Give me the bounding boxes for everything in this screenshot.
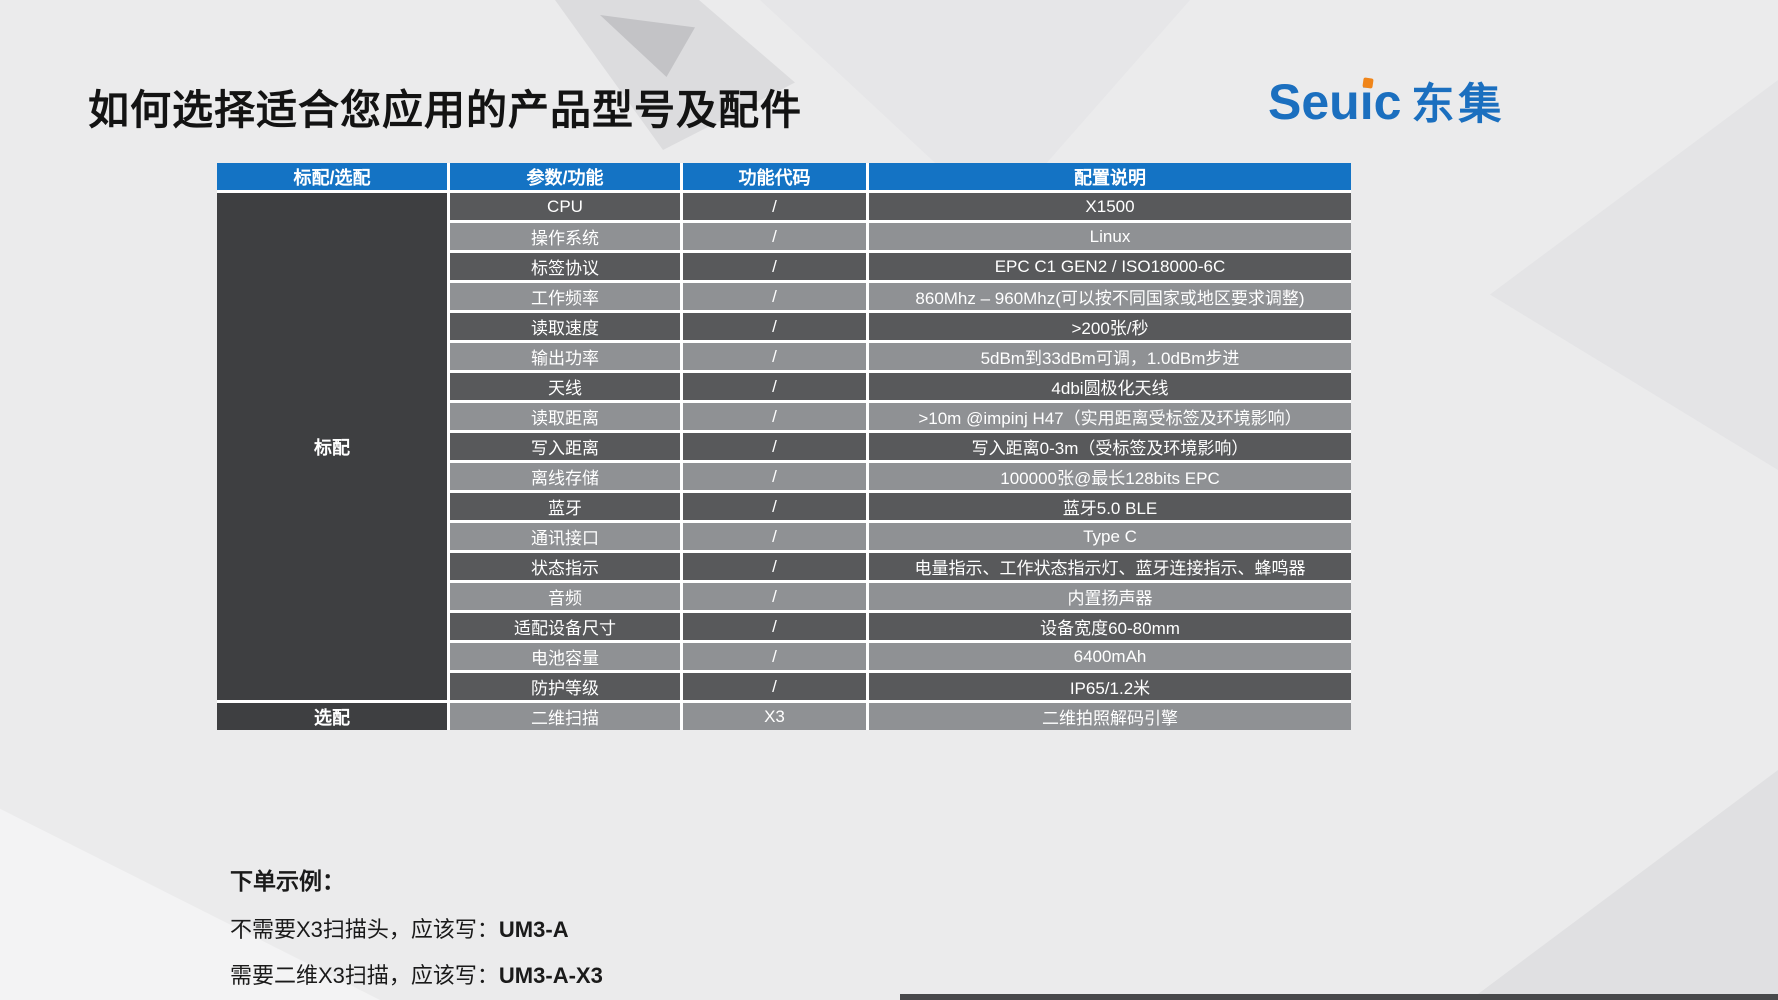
table-cell-param: 二维扫描: [450, 703, 680, 730]
note-prefix: 需要二维X3扫描，应该写：: [230, 963, 499, 988]
table-cell-code: /: [683, 463, 866, 490]
table-cell-param: 操作系统: [450, 223, 680, 250]
brand-logo-text: Seuic: [1268, 73, 1401, 131]
table-cell-code: X3: [683, 703, 866, 730]
table-cell-code: /: [683, 583, 866, 610]
table-cell-desc: 860Mhz – 960Mhz(可以按不同国家或地区要求调整): [869, 283, 1351, 310]
table-cell-code: /: [683, 433, 866, 460]
table-cell-param: 音频: [450, 583, 680, 610]
table-cell-desc: EPC C1 GEN2 / ISO18000-6C: [869, 253, 1351, 280]
table-cell-desc: Type C: [869, 523, 1351, 550]
background-shape: [1490, 80, 1778, 470]
table-cell-code: /: [683, 313, 866, 340]
note-model: UM3-A: [498, 917, 569, 942]
table-cell-desc: 4dbi圆极化天线: [869, 373, 1351, 400]
brand-logo-cn: 东集: [1411, 81, 1506, 129]
order-notes-heading: 下单示例：: [230, 868, 345, 894]
note-prefix: 不需要X3扫描头，应该写：: [230, 917, 499, 942]
table-cell-param: 电池容量: [450, 643, 680, 670]
table-cell-desc: >10m @impinj H47（实用距离受标签及环境影响）: [869, 403, 1351, 430]
table-cell-code: /: [683, 223, 866, 250]
table-cell-code: /: [683, 343, 866, 370]
table-cell-desc: 内置扬声器: [869, 583, 1351, 610]
table-cell-code: /: [683, 373, 866, 400]
table-cell-param: 通讯接口: [450, 523, 680, 550]
table-cell-param: 适配设备尺寸: [450, 613, 680, 640]
table-cell-param: 读取距离: [450, 403, 680, 430]
background-shape: [1470, 770, 1778, 1000]
table-cell-param: 标签协议: [450, 253, 680, 280]
table-cell-param: 蓝牙: [450, 493, 680, 520]
table-cell-code: /: [683, 403, 866, 430]
table-cell-desc: 100000张@最长128bits EPC: [869, 463, 1351, 490]
table-cell-desc: X1500: [869, 193, 1351, 220]
table-cell-param: 天线: [450, 373, 680, 400]
group-cell-standard: 标配: [217, 193, 447, 700]
footer-bar: [900, 994, 1778, 1000]
column-header-parameter: 参数/功能: [450, 163, 680, 190]
column-header-function-code: 功能代码: [683, 163, 866, 190]
brand-logo: Seuic 东集: [1268, 70, 1505, 132]
table-cell-code: /: [683, 613, 866, 640]
table-cell-code: /: [683, 553, 866, 580]
logo-dot-accent-icon: [1362, 77, 1374, 89]
table-cell-param: 离线存储: [450, 463, 680, 490]
table-cell-desc: 二维拍照解码引擎: [869, 703, 1351, 730]
table-cell-code: /: [683, 283, 866, 310]
note-model: UM3-A-X3: [498, 963, 603, 988]
order-notes: 下单示例： 不需要X3扫描头，应该写：UM3-A 需要二维X3扫描，应该写：UM…: [230, 862, 603, 1000]
table-cell-param: 状态指示: [450, 553, 680, 580]
table-cell-desc: Linux: [869, 223, 1351, 250]
table-cell-desc: 5dBm到33dBm可调，1.0dBm步进: [869, 343, 1351, 370]
table-cell-param: 读取速度: [450, 313, 680, 340]
table-cell-param: 工作频率: [450, 283, 680, 310]
table-cell-desc: 蓝牙5.0 BLE: [869, 493, 1351, 520]
table-cell-desc: >200张/秒: [869, 313, 1351, 340]
spec-table: 标配/选配 参数/功能 功能代码 配置说明 标配 选配 CPU / X1500 操作系…: [217, 163, 1351, 730]
table-cell-desc: 6400mAh: [869, 643, 1351, 670]
table-cell-code: /: [683, 673, 866, 700]
table-cell-code: /: [683, 523, 866, 550]
table-cell-code: /: [683, 253, 866, 280]
column-header-standard-optional: 标配/选配: [217, 163, 447, 190]
page-title: 如何选择适合您应用的产品型号及配件: [88, 87, 802, 133]
table-cell-desc: 设备宽度60-80mm: [869, 613, 1351, 640]
order-note-line: 需要二维X3扫描，应该写：UM3-A-X3: [230, 958, 603, 990]
table-cell-desc: 电量指示、工作状态指示灯、蓝牙连接指示、蜂鸣器: [869, 553, 1351, 580]
brand-logo-wordmark: Seuic: [1268, 74, 1402, 130]
table-cell-code: /: [683, 493, 866, 520]
table-cell-param: 写入距离: [450, 433, 680, 460]
order-note-line: 不需要X3扫描头，应该写：UM3-A: [230, 912, 603, 944]
table-cell-desc: IP65/1.2米: [869, 673, 1351, 700]
column-header-configuration: 配置说明: [869, 163, 1351, 190]
group-cell-optional: 选配: [217, 703, 447, 730]
background-shape: [600, 15, 695, 77]
table-cell-desc: 写入距离0-3m（受标签及环境影响）: [869, 433, 1351, 460]
table-cell-code: /: [683, 193, 866, 220]
table-cell-param: CPU: [450, 193, 680, 220]
table-cell-code: /: [683, 643, 866, 670]
table-cell-param: 输出功率: [450, 343, 680, 370]
table-cell-param: 防护等级: [450, 673, 680, 700]
